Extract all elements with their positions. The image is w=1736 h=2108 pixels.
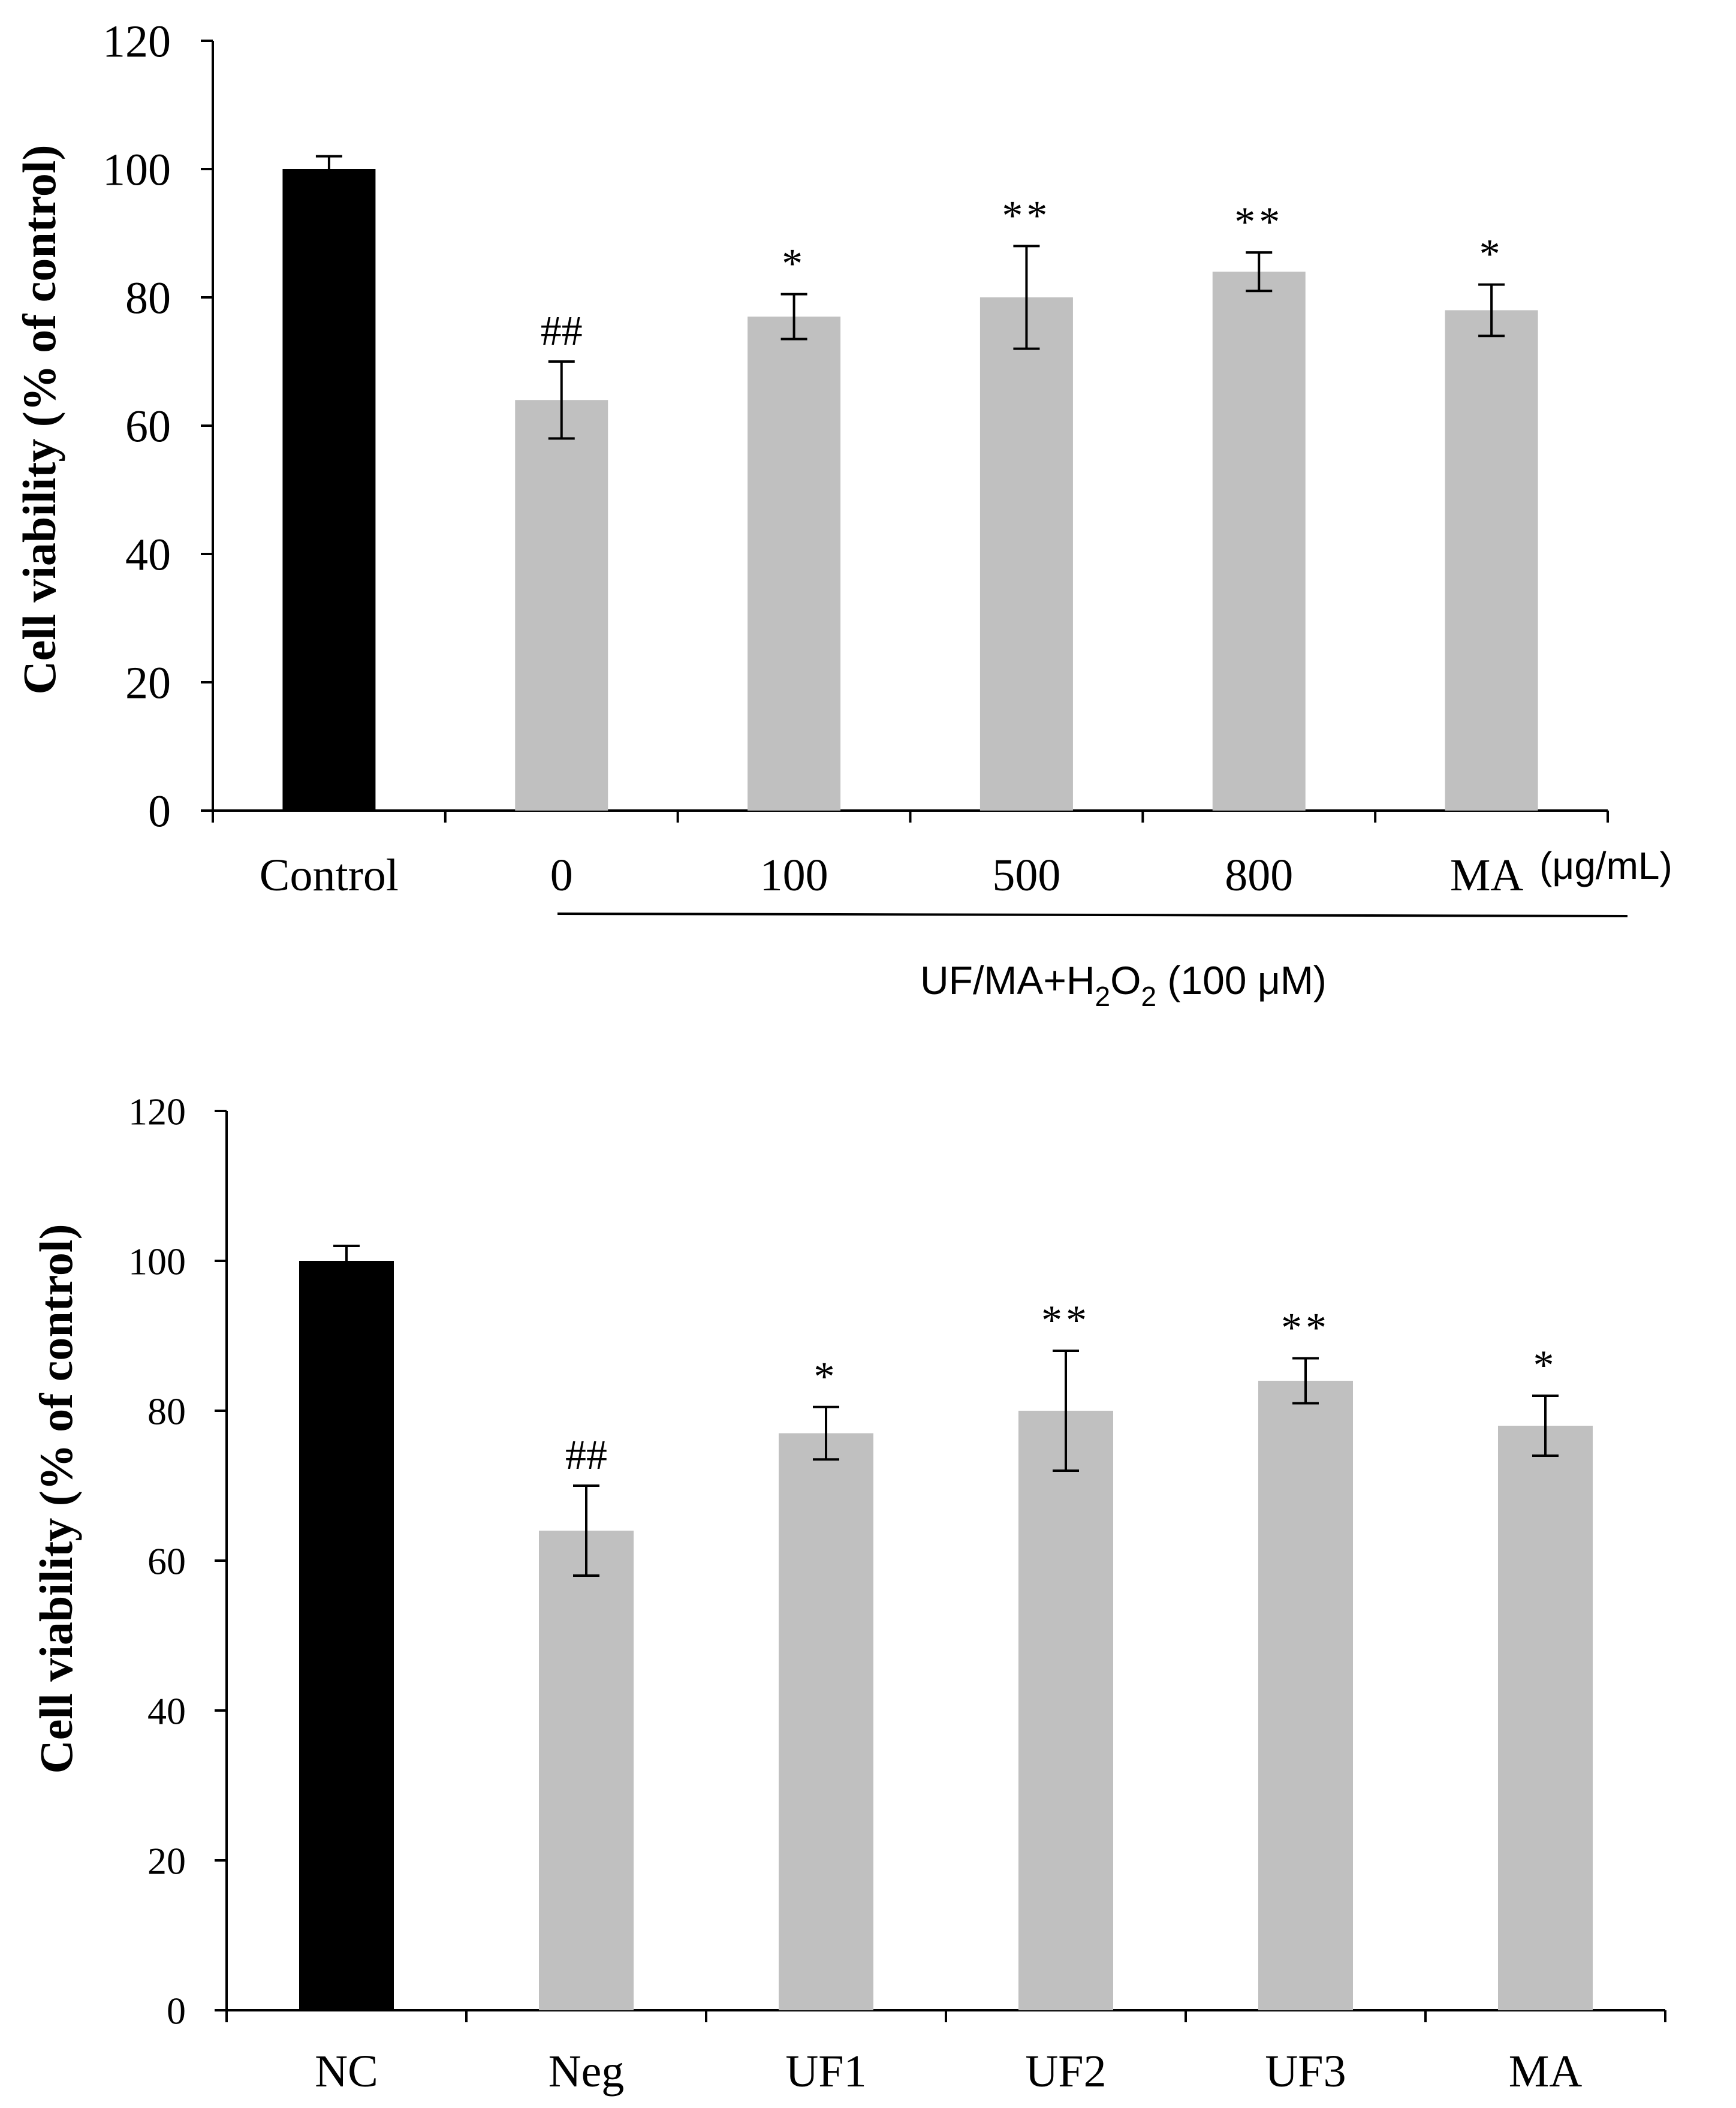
significance-marker-MA: *: [1533, 1342, 1558, 1389]
x-tick-labels: Control 0 100 500 800 MA: [260, 850, 1524, 901]
error-bar-UF3: [1292, 1357, 1319, 1405]
y-tick-label: 120: [128, 1090, 186, 1133]
bar-500: [979, 297, 1073, 811]
bar-MA: [1445, 310, 1538, 811]
y-tick-labels: 0 20 40 60 80 100 120: [128, 1090, 186, 2032]
y-tick-label: 80: [147, 1390, 186, 1432]
bar-0: [515, 400, 608, 811]
x-tick-label: UF1: [785, 2046, 866, 2097]
significance-marker-UF2: **: [1041, 1297, 1090, 1344]
significance-marker-Neg: ##: [565, 1432, 607, 1478]
group-bracket-line: [557, 913, 1628, 917]
error-bars: [315, 155, 1505, 440]
bars: [299, 1261, 1593, 2010]
bar-UF2: [1018, 1411, 1113, 2010]
axes: [201, 40, 1609, 823]
x-tick-label: 800: [1225, 850, 1293, 901]
error-bar-100: [780, 293, 807, 341]
x-tick-label: UF2: [1025, 2046, 1106, 2097]
y-tick-label: 20: [125, 658, 171, 709]
error-bar-Control: [315, 155, 342, 183]
y-tick-label: 60: [125, 402, 171, 452]
unit-label: (μg/mL): [1539, 844, 1672, 887]
significance-marker-UF1: *: [814, 1354, 839, 1400]
bar-UF1: [779, 1433, 873, 2010]
y-tick-label: 100: [103, 145, 171, 195]
x-tick-label: 0: [550, 850, 573, 901]
error-bar-800: [1246, 251, 1273, 293]
significance-marker-100: *: [782, 241, 806, 287]
x-tick-label: Neg: [548, 2046, 625, 2097]
bar-NC: [299, 1261, 394, 2010]
error-bars: [333, 1245, 1559, 1577]
significance-marker-UF3: **: [1281, 1305, 1330, 1351]
y-tick-label: 100: [128, 1240, 186, 1282]
error-bar-NC: [333, 1245, 360, 1277]
group-label: UF/MA+H2O2 (100 μM): [920, 958, 1327, 1012]
error-bar-500: [1013, 245, 1040, 350]
x-tick-labels: NC Neg UF1 UF2 UF3 MA: [315, 2046, 1582, 2097]
axes: [215, 1110, 1666, 2022]
x-tick-label: 100: [760, 850, 828, 901]
error-bar-MA: [1478, 283, 1505, 338]
bar-MA: [1498, 1426, 1593, 2010]
bar-UF3: [1258, 1381, 1353, 2010]
y-tick-label: 120: [103, 17, 171, 67]
error-bar-Neg: [573, 1484, 599, 1577]
bars: [282, 169, 1538, 811]
y-tick-labels: 0 20 40 60 80 100 120: [103, 17, 171, 837]
error-bar-MA: [1532, 1395, 1559, 1457]
bar-100: [748, 317, 841, 811]
significance-marker-500: **: [1002, 192, 1051, 239]
x-tick-label: 500: [992, 850, 1060, 901]
bar-Control: [282, 169, 376, 811]
x-tick-label: Control: [260, 850, 399, 901]
y-tick-label: 60: [147, 1540, 186, 1582]
bar-Neg: [539, 1531, 634, 2010]
error-bar-UF1: [813, 1405, 839, 1461]
y-tick-label: 0: [167, 1989, 186, 2032]
x-tick-label: MA: [1450, 850, 1524, 901]
significance-marker-800: **: [1234, 199, 1283, 245]
y-axis-label: Cell viability (% of control): [13, 144, 65, 694]
y-axis-label: Cell viability (% of control): [30, 1224, 82, 1773]
significance-marker-0: ##: [541, 308, 583, 354]
error-bar-UF2: [1053, 1350, 1079, 1472]
significance-marker-MA: *: [1479, 231, 1504, 278]
x-tick-label: UF3: [1265, 2046, 1346, 2097]
y-tick-label: 40: [147, 1690, 186, 1732]
bar-800: [1212, 272, 1306, 811]
error-bar-0: [548, 360, 575, 440]
y-tick-label: 0: [148, 787, 171, 837]
x-tick-label: NC: [315, 2046, 378, 2097]
significance-annotations: ##*** ***: [565, 1297, 1558, 1478]
significance-annotations: ##*** ***: [541, 192, 1504, 354]
y-tick-label: 80: [125, 273, 171, 324]
x-tick-label: MA: [1509, 2046, 1583, 2097]
y-tick-label: 40: [125, 530, 171, 580]
y-tick-label: 20: [147, 1839, 186, 1882]
